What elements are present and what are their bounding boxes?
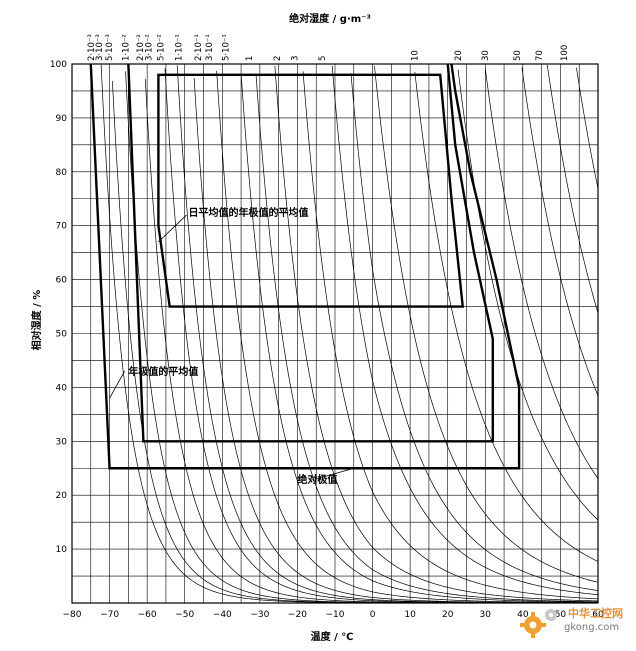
x-tick-label: −60 [138, 610, 157, 620]
y-axis-title: 相对湿度 / % [30, 290, 43, 351]
y-tick-label: 20 [56, 491, 68, 501]
abs-humidity-curve [164, 68, 598, 604]
x-tick-label: 50 [555, 610, 567, 620]
x-tick-label: 20 [442, 610, 454, 620]
abs-humidity-curve [216, 70, 599, 603]
gear-icon [520, 609, 557, 638]
abs-humidity-label: 5·10⁻¹ [221, 34, 231, 61]
x-tick-label: −40 [213, 610, 232, 620]
abs-humidity-curve [144, 78, 598, 604]
abs-humidity-curve [414, 71, 599, 562]
plot-border [71, 63, 599, 604]
watermark-logo: 中华工控网 gkong.com [518, 603, 628, 641]
abs-humidity-label: 2 [273, 56, 283, 61]
watermark-text-en: gkong.com [564, 622, 620, 633]
abs-humidity-curve [457, 69, 599, 521]
x-tick-label: −80 [63, 610, 82, 620]
abs-humidity-curve [112, 81, 598, 604]
climate-envelopes [89, 63, 521, 470]
abs-humidity-curve [374, 65, 599, 583]
abs-humidity-curve [546, 64, 599, 313]
abs-humidity-label: 1·10⁻¹ [174, 34, 184, 61]
annotation-leader [316, 467, 354, 480]
annotation-label: 绝对极值 [297, 473, 337, 486]
y-tick-label: 60 [56, 276, 68, 286]
abs-humidity-label: 2·10⁻² [136, 34, 146, 61]
abs-humidity-curve [125, 71, 598, 604]
abs-humidity-curve [255, 75, 599, 603]
annotation-leader [109, 371, 125, 399]
x-axis-ticks: −80 −70 −60 −50 −40 −30 −20 −10 0 10 20 30 40 50 60 [63, 610, 604, 620]
abs-humidity-label: 70 [535, 50, 545, 61]
x-tick-label: −50 [175, 610, 194, 620]
abs-humidity-label: 5·10⁻³ [105, 34, 115, 61]
abs-humidity-curve [576, 67, 599, 189]
x-tick-label: 10 [404, 610, 416, 620]
y-tick-label: 50 [56, 330, 68, 340]
abs-humidity-label: 2·10⁻¹ [194, 34, 204, 61]
x-tick-label: 60 [592, 610, 604, 620]
abs-humidity-curve [484, 68, 599, 479]
x-tick-label: −30 [250, 610, 269, 620]
abs-humidity-curve [521, 67, 599, 396]
x-tick-label: 0 [370, 610, 376, 620]
abs-humidity-label: 1·10⁻² [121, 34, 131, 61]
abs-humidity-label: 5·10⁻² [156, 34, 166, 61]
x-tick-label: 30 [480, 610, 492, 620]
watermark-text-cn: 中华工控网 [568, 607, 623, 620]
annotation-label: 日平均值的年极值的平均值 [188, 206, 308, 219]
abs-humidity-label: 3·10⁻¹ [205, 34, 215, 61]
y-tick-label: 80 [56, 168, 68, 178]
annotation-label: 年极值的平均值 [128, 365, 198, 378]
top-axis-ticks: 2·10⁻³3·10⁻³ 5·10⁻³ 1·10⁻² 2·10⁻²3·10⁻² 5·10… [87, 34, 570, 61]
y-tick-label: 10 [56, 545, 68, 555]
abs-humidity-curve [240, 73, 599, 603]
abs-humidity-label: 30 [481, 50, 491, 61]
abs-humidity-curve [350, 73, 599, 591]
abs-humidity-label: 3·10⁻² [145, 34, 155, 61]
y-tick-label: 100 [50, 60, 67, 70]
annotation-leader [158, 214, 187, 243]
x-tick-label: −70 [100, 610, 119, 620]
abs-humidity-curve [331, 65, 599, 596]
x-tick-label: −20 [288, 610, 307, 620]
chart-grid [71, 63, 599, 604]
abs-humidity-label: 50 [513, 50, 523, 61]
abs-humidity-label: 20 [454, 50, 464, 61]
x-axis-title: 温度 / ℃ [311, 630, 354, 643]
y-tick-label: 30 [56, 437, 68, 447]
abs-humidity-curve [302, 71, 599, 600]
envelope-mean-annual-extremes [127, 63, 494, 443]
envelope-daily-mean-extremes [157, 73, 465, 308]
abs-humidity-label: 2·10⁻³ [87, 34, 97, 61]
y-axis-ticks: 10 20 30 40 50 60 70 80 90 100 [50, 60, 67, 555]
x-tick-label: −10 [326, 610, 345, 620]
abs-humidity-label: 3·10⁻³ [95, 34, 105, 61]
abs-humidity-label: 10 [411, 50, 421, 61]
y-tick-label: 90 [56, 114, 68, 124]
x-tick-label: 40 [517, 610, 529, 620]
abs-humidity-label: 3 [290, 56, 300, 61]
abs-humidity-label: 5 [318, 56, 328, 61]
envelope-absolute-extremes [89, 63, 521, 470]
abs-humidity-label: 1 [245, 56, 255, 61]
y-tick-label: 70 [56, 222, 68, 232]
abs-humidity-curve [274, 66, 599, 602]
top-axis-title: 绝对湿度 / g·m⁻³ [289, 12, 371, 25]
y-tick-label: 40 [56, 383, 68, 393]
abs-humidity-label: 100 [560, 45, 570, 61]
